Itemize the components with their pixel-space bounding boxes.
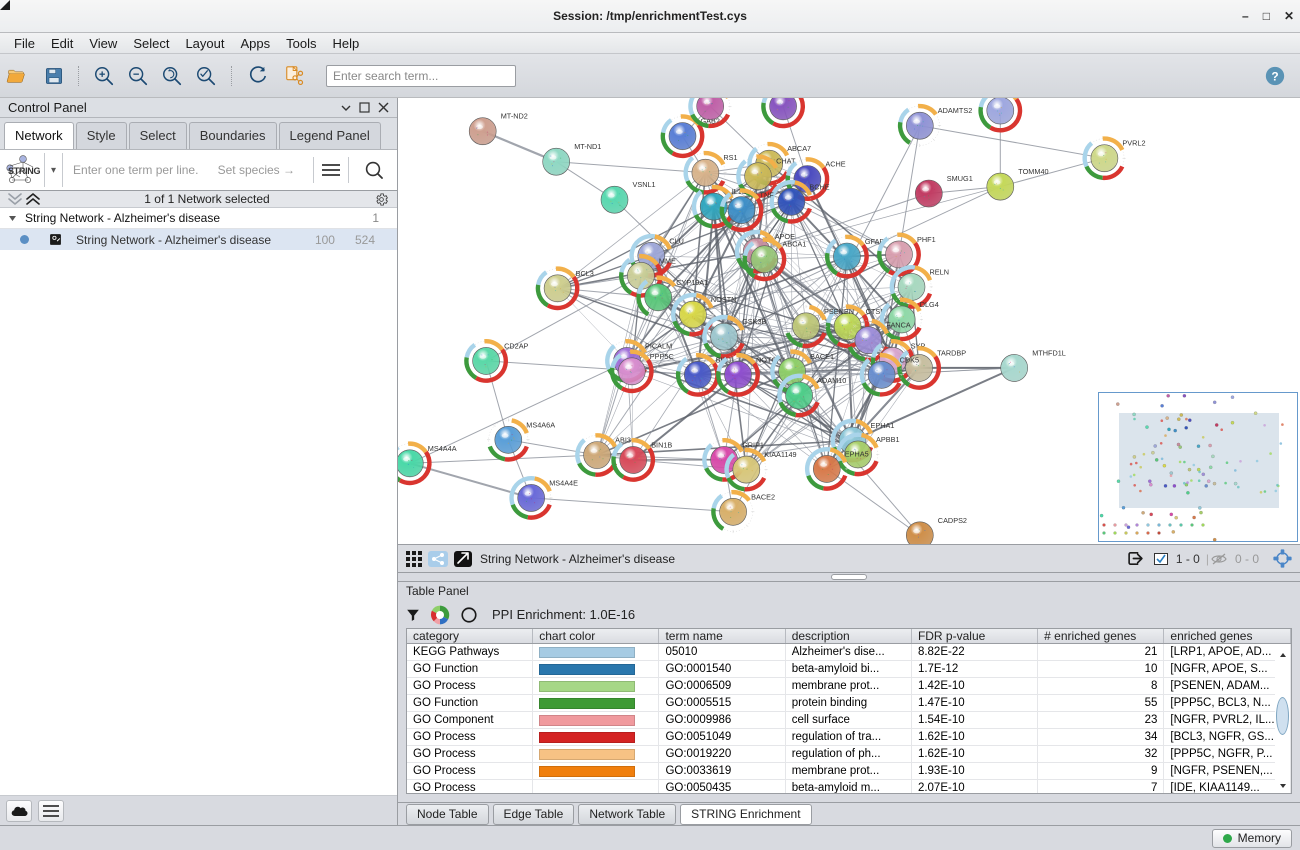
svg-text:TARDBP: TARDBP bbox=[937, 348, 966, 357]
svg-text:CYP19A1: CYP19A1 bbox=[676, 278, 708, 287]
svg-text:BACE1: BACE1 bbox=[810, 352, 834, 361]
svg-text:BACE2: BACE2 bbox=[751, 492, 775, 501]
svg-text:PSENEN: PSENEN bbox=[824, 307, 854, 316]
svg-text:FANCA: FANCA bbox=[886, 321, 910, 330]
svg-text:ADAM10: ADAM10 bbox=[817, 376, 846, 385]
svg-text:TOMM40: TOMM40 bbox=[1018, 167, 1048, 176]
svg-text:BIN1B: BIN1B bbox=[651, 440, 672, 449]
svg-text:PICALM: PICALM bbox=[645, 341, 672, 350]
svg-text:CD2AP: CD2AP bbox=[504, 341, 528, 350]
svg-text:PVRL2: PVRL2 bbox=[1122, 139, 1145, 148]
svg-text:CADPS2: CADPS2 bbox=[938, 516, 967, 525]
svg-text:BCL3: BCL3 bbox=[576, 269, 594, 278]
svg-text:KIAA1149: KIAA1149 bbox=[764, 450, 796, 459]
svg-text:MT-ND1: MT-ND1 bbox=[574, 142, 601, 151]
svg-text:CLU: CLU bbox=[669, 236, 684, 245]
svg-text:MS4A4E: MS4A4E bbox=[549, 478, 578, 487]
svg-text:ABCA7: ABCA7 bbox=[787, 144, 811, 153]
svg-text:BCHE: BCHE bbox=[809, 182, 829, 191]
svg-text:RELN: RELN bbox=[930, 267, 949, 276]
svg-text:MS4A4A: MS4A4A bbox=[428, 444, 457, 453]
svg-text:PHF1: PHF1 bbox=[917, 235, 936, 244]
svg-text:NOSTN: NOSTN bbox=[711, 295, 737, 304]
svg-text:DLG4: DLG4 bbox=[920, 300, 939, 309]
svg-text:GSK3B: GSK3B bbox=[742, 317, 766, 326]
svg-text:MME: MME bbox=[659, 256, 676, 265]
svg-text:EPHA5: EPHA5 bbox=[845, 449, 869, 458]
svg-text:CDK5: CDK5 bbox=[900, 355, 919, 364]
svg-text:?: ? bbox=[1271, 69, 1278, 83]
svg-text:MTHFD1L: MTHFD1L bbox=[1032, 348, 1066, 357]
svg-text:MS4A6A: MS4A6A bbox=[526, 420, 555, 429]
svg-text:PPP5C: PPP5C bbox=[650, 352, 674, 361]
svg-text:SMUG1: SMUG1 bbox=[947, 174, 973, 183]
svg-text:IL6: IL6 bbox=[1018, 98, 1028, 100]
svg-text:ABCA1: ABCA1 bbox=[782, 240, 806, 249]
svg-text:ACHE: ACHE bbox=[825, 160, 845, 169]
svg-text:ADAMTS2: ADAMTS2 bbox=[938, 106, 972, 115]
svg-text:EPHA1: EPHA1 bbox=[871, 421, 895, 430]
svg-text:TNF: TNF bbox=[760, 191, 775, 200]
svg-text:VSNL1: VSNL1 bbox=[633, 180, 656, 189]
svg-text:RS1: RS1 bbox=[723, 153, 737, 162]
svg-text:APBB1: APBB1 bbox=[876, 435, 900, 444]
svg-text:MT-ND2: MT-ND2 bbox=[501, 112, 528, 121]
